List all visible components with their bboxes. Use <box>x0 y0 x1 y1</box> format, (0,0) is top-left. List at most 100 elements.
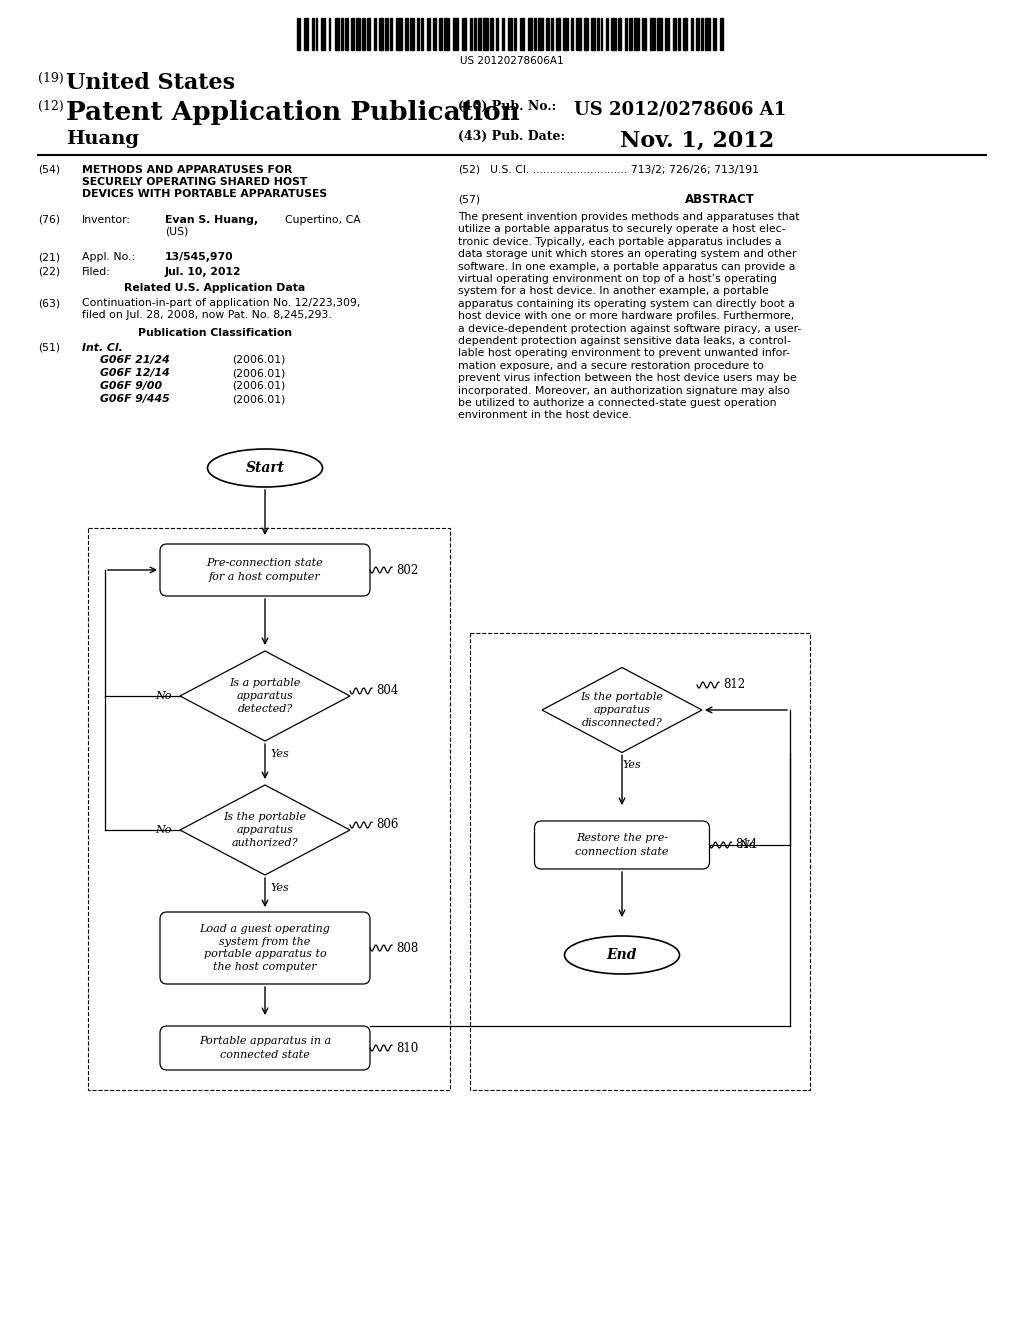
Text: prevent virus infection between the host device users may be: prevent virus infection between the host… <box>458 374 797 383</box>
Bar <box>335 18 339 50</box>
Bar <box>691 18 693 50</box>
Text: host device with one or more hardware profiles. Furthermore,: host device with one or more hardware pr… <box>458 312 795 321</box>
Text: Huang: Huang <box>66 129 139 148</box>
Text: No: No <box>739 840 756 850</box>
Bar <box>410 18 414 50</box>
Text: (76): (76) <box>38 215 60 224</box>
Text: (2006.01): (2006.01) <box>232 381 286 391</box>
Text: The present invention provides methods and apparatuses that: The present invention provides methods a… <box>458 213 800 222</box>
Bar <box>539 18 543 50</box>
Text: mation exposure, and a secure restoration procedure to: mation exposure, and a secure restoratio… <box>458 360 764 371</box>
Bar <box>474 18 476 50</box>
Bar <box>315 18 317 50</box>
Bar <box>678 18 680 50</box>
Text: 806: 806 <box>376 818 398 832</box>
Text: Yes: Yes <box>623 760 641 771</box>
Bar <box>520 18 524 50</box>
Text: 812: 812 <box>723 678 745 692</box>
Text: 13/545,970: 13/545,970 <box>165 252 233 261</box>
Bar <box>713 18 716 50</box>
Bar <box>634 18 639 50</box>
Text: (54): (54) <box>38 165 60 176</box>
Bar <box>390 18 392 50</box>
Text: (22): (22) <box>38 267 60 277</box>
Bar <box>470 634 810 1090</box>
Text: Pre-connection state
for a host computer: Pre-connection state for a host computer <box>207 558 324 582</box>
Bar <box>556 18 560 50</box>
Text: End: End <box>607 948 637 962</box>
Text: 804: 804 <box>376 685 398 697</box>
Bar <box>611 18 616 50</box>
Text: Evan S. Huang,: Evan S. Huang, <box>165 215 258 224</box>
Text: G06F 9/00: G06F 9/00 <box>100 381 162 391</box>
Text: (51): (51) <box>38 343 60 352</box>
Bar <box>551 18 553 50</box>
Bar <box>496 18 498 50</box>
Bar <box>362 18 365 50</box>
Text: dependent protection against sensitive data leaks, a control-: dependent protection against sensitive d… <box>458 337 791 346</box>
Bar <box>605 18 608 50</box>
Bar <box>502 18 504 50</box>
Text: (US): (US) <box>165 227 188 238</box>
Bar <box>454 18 458 50</box>
Text: Yes: Yes <box>270 883 290 894</box>
Text: (63): (63) <box>38 298 60 308</box>
Bar <box>546 18 549 50</box>
Bar <box>591 18 595 50</box>
Bar <box>462 18 466 50</box>
Text: Continuation-in-part of application No. 12/223,309,: Continuation-in-part of application No. … <box>82 298 360 308</box>
Bar <box>351 18 354 50</box>
Text: 808: 808 <box>396 941 418 954</box>
Bar <box>665 18 669 50</box>
Bar <box>720 18 723 50</box>
Ellipse shape <box>208 449 323 487</box>
Bar <box>368 18 371 50</box>
Bar <box>304 18 308 50</box>
Text: virtual operating environment on top of a host’s operating: virtual operating environment on top of … <box>458 275 777 284</box>
Bar <box>427 18 430 50</box>
Text: 802: 802 <box>396 564 418 577</box>
Text: 810: 810 <box>396 1041 418 1055</box>
Bar <box>345 18 348 50</box>
Text: utilize a portable apparatus to securely operate a host elec-: utilize a portable apparatus to securely… <box>458 224 785 235</box>
Bar <box>380 18 383 50</box>
Text: Restore the pre-
connection state: Restore the pre- connection state <box>575 833 669 857</box>
Bar <box>470 18 472 50</box>
Text: data storage unit which stores an operating system and other: data storage unit which stores an operat… <box>458 249 797 259</box>
Text: (43) Pub. Date:: (43) Pub. Date: <box>458 129 565 143</box>
Bar <box>696 18 699 50</box>
Text: Filed:: Filed: <box>82 267 111 277</box>
Bar <box>642 18 646 50</box>
Bar <box>629 18 632 50</box>
FancyBboxPatch shape <box>160 544 370 597</box>
Text: (10) Pub. No.:: (10) Pub. No.: <box>458 100 556 114</box>
Text: a device-dependent protection against software piracy, a user-: a device-dependent protection against so… <box>458 323 801 334</box>
Polygon shape <box>180 651 350 741</box>
Text: filed on Jul. 28, 2008, now Pat. No. 8,245,293.: filed on Jul. 28, 2008, now Pat. No. 8,2… <box>82 310 332 319</box>
Bar <box>406 18 408 50</box>
Bar <box>297 18 300 50</box>
Bar <box>385 18 388 50</box>
Text: Is a portable
apparatus
detected?: Is a portable apparatus detected? <box>229 678 301 714</box>
Bar <box>490 18 493 50</box>
Text: lable host operating environment to prevent unwanted infor-: lable host operating environment to prev… <box>458 348 790 359</box>
Bar <box>577 18 581 50</box>
Bar <box>444 18 450 50</box>
Bar <box>674 18 676 50</box>
Text: Appl. No.:: Appl. No.: <box>82 252 135 261</box>
Text: environment in the host device.: environment in the host device. <box>458 411 632 420</box>
Text: Patent Application Publication: Patent Application Publication <box>66 100 520 125</box>
Text: METHODS AND APPARATUSES FOR: METHODS AND APPARATUSES FOR <box>82 165 293 176</box>
Text: US 2012/0278606 A1: US 2012/0278606 A1 <box>574 100 786 117</box>
Bar <box>656 18 662 50</box>
Text: ABSTRACT: ABSTRACT <box>685 193 755 206</box>
Text: No: No <box>156 690 172 701</box>
Text: Portable apparatus in a
connected state: Portable apparatus in a connected state <box>199 1036 331 1060</box>
Text: G06F 21/24: G06F 21/24 <box>100 355 170 366</box>
Text: Int. Cl.: Int. Cl. <box>82 343 123 352</box>
Bar <box>483 18 487 50</box>
Bar <box>601 18 602 50</box>
Text: Is the portable
apparatus
disconnected?: Is the portable apparatus disconnected? <box>581 692 664 727</box>
Text: United States: United States <box>66 73 236 94</box>
Text: (19): (19) <box>38 73 63 84</box>
